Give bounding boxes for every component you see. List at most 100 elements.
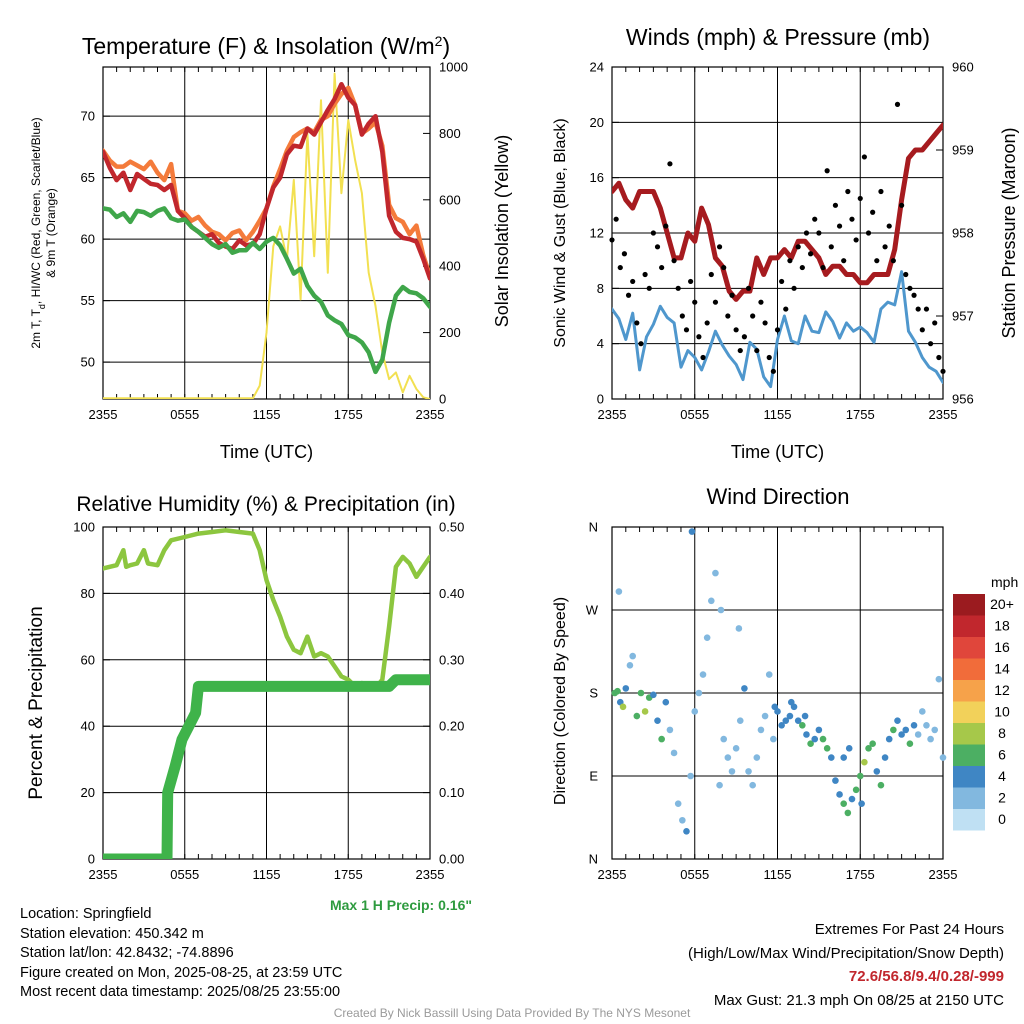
legend-label: 14 — [994, 661, 1010, 677]
legend-swatch — [953, 766, 985, 788]
y-tick-label: S — [589, 686, 598, 701]
x-tick-label: 1155 — [253, 407, 281, 422]
gust-point — [642, 271, 648, 278]
direction-point — [765, 671, 773, 678]
y-left-axis-label: Sonic Wind & Gust (Blue, Black) — [552, 118, 569, 347]
gust-point — [803, 230, 810, 236]
direction-point — [712, 569, 719, 577]
direction-point — [931, 726, 939, 734]
direction-point — [622, 685, 630, 692]
legend-label: 12 — [994, 682, 1010, 698]
gust-point — [836, 223, 843, 229]
gust-point — [894, 101, 901, 107]
y-left-tick-label: 60 — [81, 652, 95, 667]
created-text: Figure created on Mon, 2025-08-25, at 23… — [20, 964, 343, 981]
direction-point — [662, 698, 670, 706]
gust-point — [783, 306, 789, 312]
y-right-tick-label: 400 — [439, 259, 461, 274]
y-left-tick-label: 40 — [81, 719, 95, 734]
gust-point — [667, 161, 673, 167]
direction-point — [703, 634, 711, 641]
direction-point — [637, 689, 645, 697]
direction-point — [687, 772, 694, 780]
direction-point — [877, 781, 885, 789]
y-left-tick-label: 0 — [597, 392, 604, 407]
x-tick-label: 1155 — [253, 867, 281, 882]
series-2m-t — [103, 81, 430, 281]
gust-point — [915, 306, 921, 312]
gust-point — [808, 251, 814, 257]
legend-label: 10 — [994, 704, 1010, 720]
direction-point — [749, 781, 756, 789]
gust-point — [882, 244, 888, 250]
direction-point — [787, 698, 795, 706]
x-axis-label: Time (UTC) — [220, 442, 313, 462]
gust-point — [828, 244, 834, 250]
gust-point — [927, 341, 934, 347]
gust-point — [617, 264, 623, 271]
series-solar-insolation — [103, 72, 430, 399]
chart-title: Relative Humidity (%) & Precipitation (i… — [76, 493, 455, 516]
latlon-text: Station lat/lon: 42.8432; -74.8896 — [20, 945, 234, 962]
x-tick-label: 2355 — [598, 407, 627, 422]
gust-point — [737, 347, 743, 354]
legend-swatch — [953, 615, 985, 637]
y-left-axis-label-line2: & 9m T (Orange) — [44, 188, 58, 278]
direction-point — [927, 735, 934, 743]
direction-point — [716, 781, 723, 789]
direction-point — [683, 828, 690, 835]
legend-swatch — [953, 701, 985, 723]
y-left-tick-label: 8 — [597, 281, 604, 296]
direction-point — [801, 712, 809, 720]
y-left-tick-label: 20 — [590, 115, 604, 130]
gust-point — [716, 244, 723, 250]
direction-point — [840, 800, 847, 807]
direction-point — [844, 809, 852, 817]
y-right-axis-label: Station Pressure (Maroon) — [999, 127, 1019, 338]
direction-point — [848, 795, 856, 803]
gust-point — [696, 334, 702, 340]
y-right-tick-label: 956 — [952, 392, 974, 407]
extremes-values: 72.6/56.8/9.4/0.28/-999 — [848, 968, 1004, 985]
extremes-subheading: (High/Low/Max Wind/Precipitation/Snow De… — [688, 944, 1004, 962]
gust-point — [621, 251, 628, 257]
legend-swatch — [953, 594, 985, 616]
gust-point — [754, 347, 760, 354]
legend-swatch — [953, 744, 985, 766]
gust-point — [688, 278, 694, 285]
x-tick-label: 1755 — [846, 407, 875, 422]
recent-data-text: Most recent data timestamp: 2025/08/25 2… — [20, 984, 341, 1001]
gust-point — [774, 327, 781, 333]
direction-point — [695, 689, 703, 697]
direction-point — [720, 735, 728, 743]
legend-swatch — [953, 637, 985, 659]
series-td — [103, 206, 430, 375]
y-right-axis-label: Solar Insolation (Yellow) — [492, 135, 512, 327]
x-tick-label: 2355 — [929, 867, 958, 882]
gust-point — [675, 285, 681, 291]
y-right-tick-label: 0.30 — [439, 652, 464, 667]
gust-point — [671, 258, 677, 264]
gust-point — [708, 271, 714, 278]
gust-point — [630, 278, 636, 285]
y-tick-label: W — [586, 603, 599, 618]
gust-point — [750, 313, 756, 319]
gust-point — [650, 230, 656, 236]
direction-point — [869, 740, 876, 748]
y-right-tick-label: 960 — [952, 60, 974, 75]
plot-frame — [102, 66, 431, 400]
direction-point — [674, 800, 682, 807]
y-right-tick-label: 957 — [952, 309, 974, 324]
direction-point — [699, 671, 707, 678]
direction-point — [873, 768, 881, 775]
extremes-heading: Extremes For Past 24 Hours — [814, 921, 1004, 938]
y-left-axis-label: 2m T, Td, HI/WC (Red, Green, Scarlet/Blu… — [29, 117, 47, 348]
gust-point — [932, 320, 938, 326]
title-superscript: 2 — [435, 33, 443, 49]
direction-point — [811, 735, 819, 743]
direction-point — [654, 717, 661, 724]
direction-point — [679, 816, 686, 824]
title-close: ) — [442, 33, 450, 59]
location-text: Location: Springfield — [20, 906, 152, 922]
x-tick-label: 0555 — [680, 867, 709, 882]
